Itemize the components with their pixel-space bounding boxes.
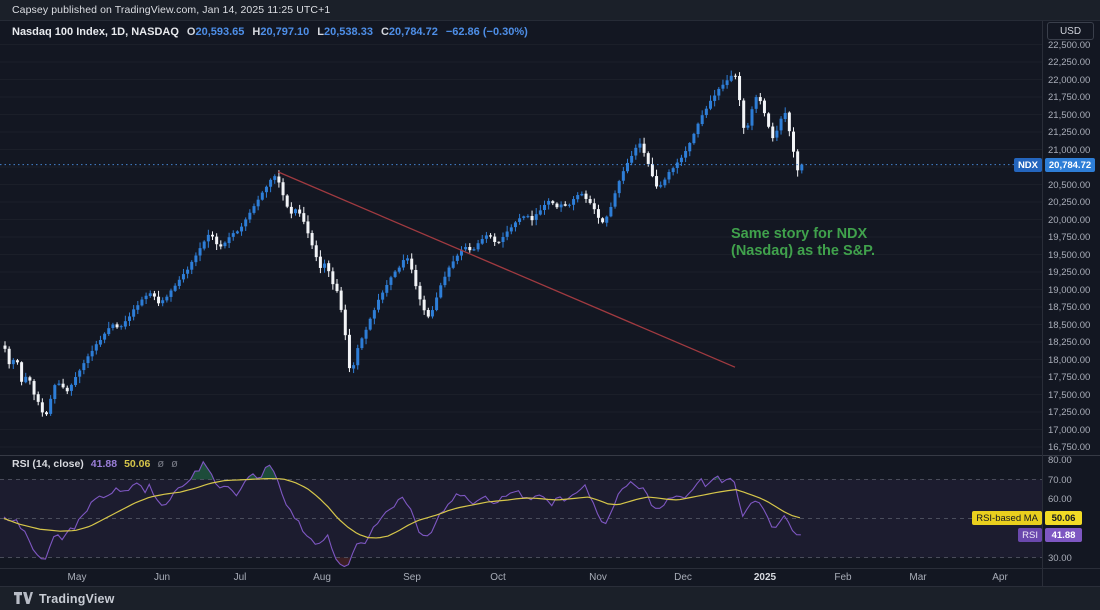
price-tick-label: 20,000.00 xyxy=(1048,214,1091,226)
price-line-value-label: 20,784.72 xyxy=(1045,158,1095,172)
low-value: 20,538.33 xyxy=(324,26,373,38)
price-tick-label: 16,750.00 xyxy=(1048,442,1091,453)
annotation-line-2: (Nasdaq) as the S&P. xyxy=(731,243,875,259)
month-label: Apr xyxy=(992,572,1008,583)
price-tick-label: 21,500.00 xyxy=(1048,109,1091,121)
price-tick-label: 21,250.00 xyxy=(1048,127,1091,138)
price-tick-label: 20,250.00 xyxy=(1048,197,1091,208)
rsi-tick-label: 60.00 xyxy=(1048,494,1072,505)
rsi-axis-value: 41.88 xyxy=(1045,528,1082,542)
rsi-ma-legend-value: 50.06 xyxy=(124,458,151,470)
price-tick-label: 17,500.00 xyxy=(1048,389,1091,401)
price-tick-label: 17,250.00 xyxy=(1048,407,1091,418)
month-label: Aug xyxy=(313,572,331,583)
publish-info-text: Capsey published on TradingView.com, Jan… xyxy=(12,4,331,16)
more-icon[interactable]: ø xyxy=(171,458,178,470)
price-tick-label: 18,750.00 xyxy=(1048,302,1091,313)
rsi-legend-title[interactable]: RSI (14, close) xyxy=(12,458,84,470)
publish-info-bar: Capsey published on TradingView.com, Jan… xyxy=(0,0,1100,21)
price-tick-label: 22,500.00 xyxy=(1048,39,1091,51)
change-value: −62.86 (−0.30%) xyxy=(445,26,528,38)
annotation-line-1: Same story for NDX xyxy=(731,226,868,242)
price-tick-label: 19,750.00 xyxy=(1048,232,1091,243)
close-key: C xyxy=(380,26,389,38)
month-label: May xyxy=(67,572,87,583)
month-label: Nov xyxy=(589,572,607,583)
open-key: O xyxy=(186,26,196,38)
price-line-symbol-label: NDX xyxy=(1013,158,1042,172)
high-value: 20,797.10 xyxy=(260,26,310,38)
month-label: Mar xyxy=(909,572,927,583)
rsi-axis-label: RSI xyxy=(1018,528,1042,542)
month-label: Oct xyxy=(490,572,506,583)
price-tick-label: 21,000.00 xyxy=(1048,144,1091,156)
price-tick-label: 19,000.00 xyxy=(1048,284,1091,296)
footer-bar: TradingView xyxy=(0,587,1100,610)
price-tick-label: 20,500.00 xyxy=(1048,179,1091,191)
price-tick-label: 17,750.00 xyxy=(1048,372,1091,383)
price-tick-label: 21,750.00 xyxy=(1048,92,1091,103)
price-tick-label: 22,000.00 xyxy=(1048,74,1091,86)
footer-brand-text[interactable]: TradingView xyxy=(39,591,115,606)
price-tick-label: 18,500.00 xyxy=(1048,319,1091,331)
rsi-ma-axis-value: 50.06 xyxy=(1045,511,1082,525)
close-value: 20,784.72 xyxy=(388,26,438,38)
price-tick-label: 17,000.00 xyxy=(1048,424,1091,436)
rsi-tick-label: 80.00 xyxy=(1048,455,1072,466)
rsi-legend[interactable]: RSI (14, close) 41.88 50.06 ø ø xyxy=(12,458,178,470)
currency-toggle-button[interactable]: USD xyxy=(1047,22,1094,40)
high-key: H xyxy=(252,26,261,38)
month-label: Dec xyxy=(674,572,692,583)
month-label: 2025 xyxy=(753,572,777,583)
rsi-tick-label: 70.00 xyxy=(1048,474,1072,486)
price-tick-label: 19,250.00 xyxy=(1048,267,1091,278)
symbol-legend[interactable]: Nasdaq 100 Index, 1D, NASDAQ O20,593.65 … xyxy=(12,26,528,38)
low-key: L xyxy=(317,26,325,38)
price-tick-label: 19,500.00 xyxy=(1048,249,1091,261)
month-label: Jun xyxy=(153,572,171,583)
open-value: 20,593.65 xyxy=(195,26,245,38)
price-tick-label: 18,250.00 xyxy=(1048,337,1091,348)
eye-icon[interactable]: ø xyxy=(157,458,165,470)
price-tick-label: 18,000.00 xyxy=(1048,354,1091,366)
rsi-ma-axis-label: RSI-based MA xyxy=(972,511,1042,525)
rsi-legend-value: 41.88 xyxy=(90,458,118,470)
tradingview-logo-icon[interactable] xyxy=(14,592,33,605)
month-label: Jul xyxy=(233,572,247,583)
month-label: Feb xyxy=(834,572,852,583)
month-label: Sep xyxy=(403,572,421,583)
symbol-title[interactable]: Nasdaq 100 Index, 1D, NASDAQ xyxy=(12,26,179,38)
rsi-tick-label: 30.00 xyxy=(1048,552,1072,564)
chart-annotation: Same story for NDX (Nasdaq) as the S&P. xyxy=(731,226,875,260)
price-tick-label: 22,250.00 xyxy=(1048,57,1091,68)
